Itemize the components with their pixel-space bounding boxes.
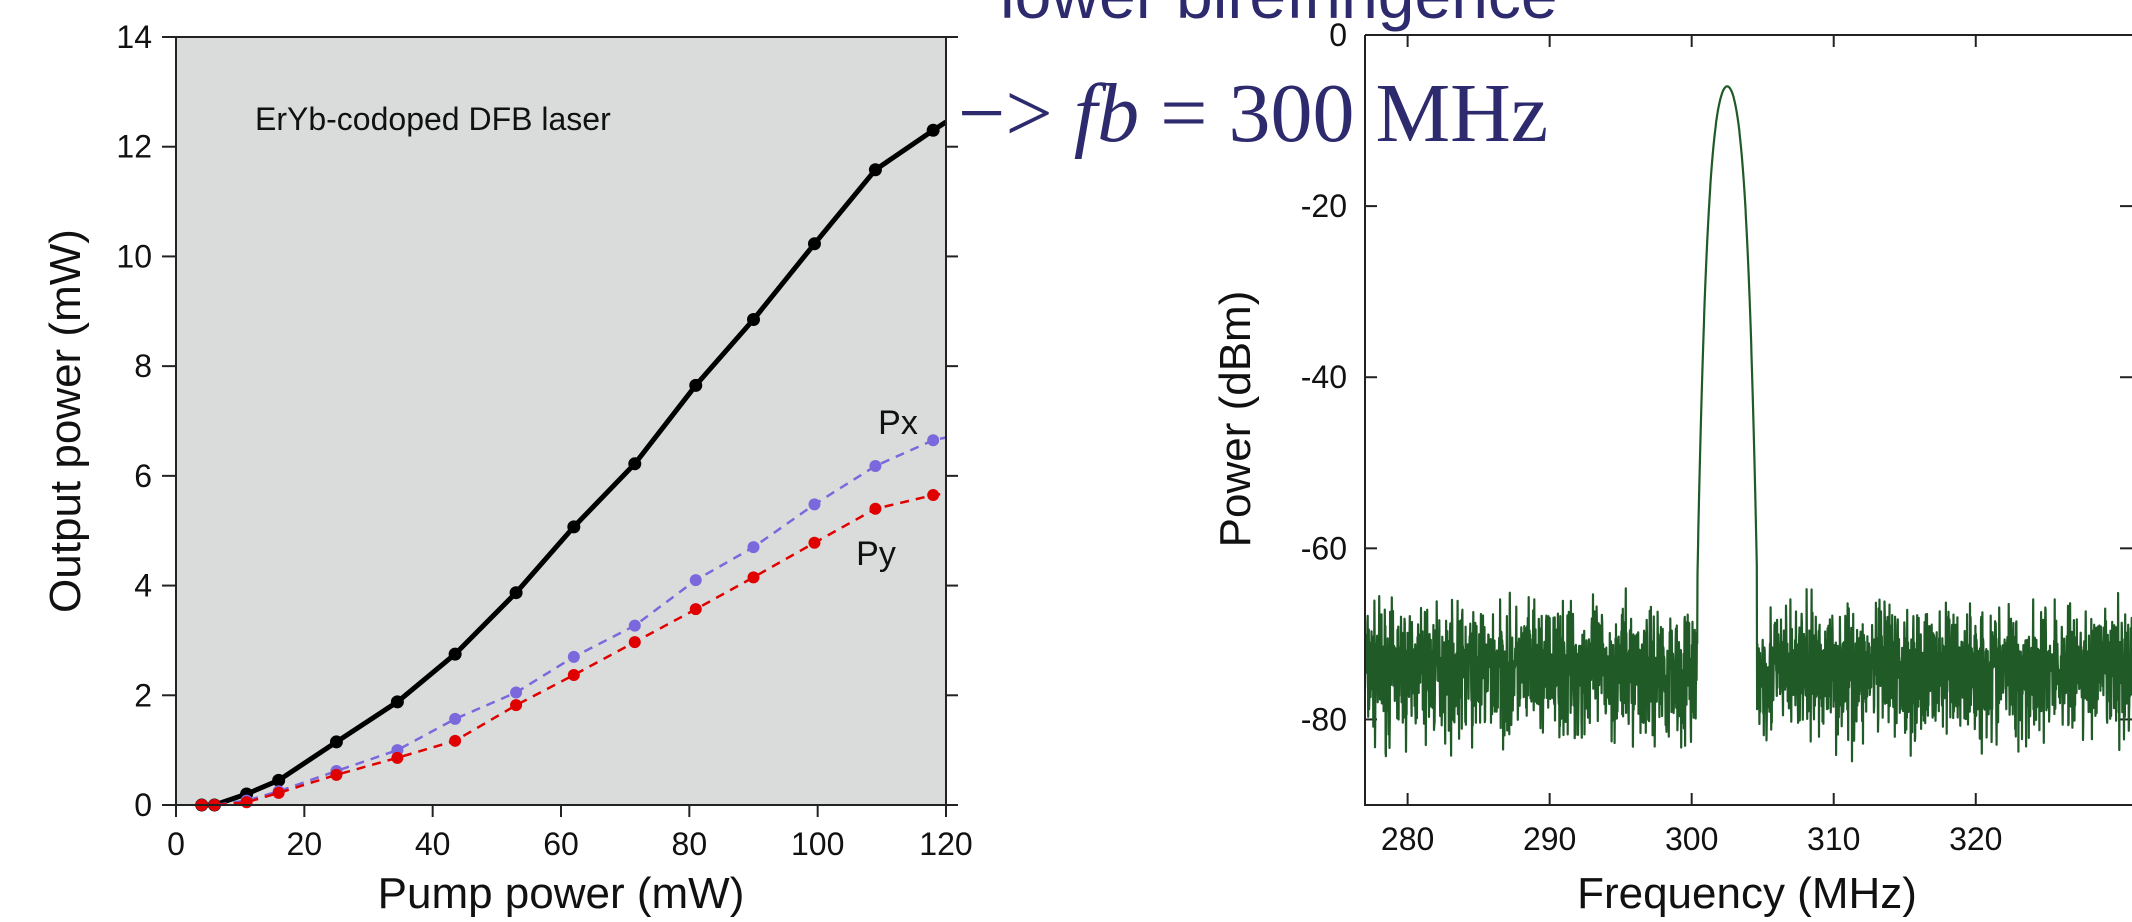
x-tick-label-right: 290 xyxy=(1523,821,1576,857)
plot-frame-right xyxy=(1364,34,2132,806)
arrow-glyph: −> xyxy=(958,67,1053,160)
y-tick-label-left: 0 xyxy=(134,787,152,823)
data-point xyxy=(449,712,462,725)
series-label-px: Px xyxy=(878,404,918,442)
spectrum-trace xyxy=(1365,85,2132,763)
x-tick-label-left: 0 xyxy=(167,826,185,862)
x-axis-label-left: Pump power (mW) xyxy=(378,869,745,917)
y-tick-label-left: 6 xyxy=(134,458,152,494)
data-point xyxy=(272,786,285,799)
data-point xyxy=(747,571,760,584)
x-tick-label-right: 310 xyxy=(1807,821,1860,857)
x-ticks-right: 280 290 300 310 320 xyxy=(1381,35,2002,857)
series-line-px xyxy=(201,436,947,807)
data-point xyxy=(689,378,703,392)
y-ticks-left: 0 2 4 6 8 10 12 14 xyxy=(116,19,958,823)
series-line-total xyxy=(201,119,948,808)
y-tick-label-left: 2 xyxy=(134,677,152,713)
data-point xyxy=(510,699,523,712)
series-line-py xyxy=(201,492,947,807)
plot-area-left xyxy=(176,37,946,805)
chart-annotation: ErYb-codoped DFB laser xyxy=(255,101,611,137)
data-point xyxy=(628,619,641,632)
fb-symbol: fb xyxy=(1073,67,1140,160)
x-tick-label-left: 20 xyxy=(287,826,323,862)
data-point xyxy=(869,502,882,515)
y-tick-label-left: 8 xyxy=(134,348,152,384)
data-point xyxy=(448,647,462,661)
plot-frame-left xyxy=(175,36,947,806)
fb-value: = 300 MHz xyxy=(1160,67,1549,160)
data-point xyxy=(449,734,462,747)
data-point xyxy=(689,574,702,587)
data-point xyxy=(329,735,343,749)
chart-output-vs-pump: 0 2 4 6 8 10 12 14 0 20 40 60 80 100 120 ErYb-codoped… xyxy=(41,19,973,918)
data-point xyxy=(628,457,642,471)
x-tick-label-right: 320 xyxy=(1949,821,2002,857)
y-tick-label-right: -80 xyxy=(1301,701,1347,737)
y-tick-label-right: -20 xyxy=(1301,188,1347,224)
beat-frequency-formula: −> fb = 300 MHz xyxy=(958,72,1548,156)
series-label-py: Py xyxy=(856,535,896,573)
x-tick-label-right: 300 xyxy=(1665,821,1718,857)
data-point xyxy=(747,541,760,554)
data-point xyxy=(567,650,580,663)
data-point xyxy=(272,773,286,787)
y-tick-label-left: 14 xyxy=(116,19,152,55)
data-point xyxy=(628,636,641,649)
x-tick-label-left: 80 xyxy=(672,826,708,862)
data-point xyxy=(689,603,702,616)
data-point xyxy=(868,163,882,177)
data-point xyxy=(747,313,760,327)
data-point xyxy=(808,536,821,549)
series-right xyxy=(1365,85,2132,763)
data-point xyxy=(927,489,940,502)
chart-beat-spectrum: 0 -20 -40 -60 -80 280 290 300 310 320 Frequency … xyxy=(1211,17,2132,918)
y-tick-label-left: 4 xyxy=(134,568,152,604)
y-ticks-right: 0 -20 -40 -60 -80 xyxy=(1301,17,2132,737)
slide-heading-fragment: lower birefringence xyxy=(1000,0,1900,28)
x-tick-label-left: 40 xyxy=(415,826,451,862)
x-axis-label-right: Frequency (MHz) xyxy=(1577,869,1917,917)
x-ticks-left: 0 20 40 60 80 100 120 xyxy=(167,805,973,862)
x-tick-label-right: 280 xyxy=(1381,821,1434,857)
y-tick-label-right: -40 xyxy=(1301,359,1347,395)
y-tick-label-right: 0 xyxy=(1329,17,1347,53)
y-axis-label-left: Output power (mW) xyxy=(41,229,90,613)
y-tick-label-left: 12 xyxy=(116,129,152,165)
data-point xyxy=(807,237,821,251)
data-point xyxy=(510,686,523,699)
y-tick-label-left: 10 xyxy=(116,238,152,274)
data-point xyxy=(240,796,253,809)
data-point xyxy=(391,751,404,764)
y-tick-label-right: -60 xyxy=(1301,530,1347,566)
data-point xyxy=(926,123,940,137)
data-point xyxy=(390,695,404,709)
x-tick-label-left: 120 xyxy=(919,826,972,862)
data-point xyxy=(869,459,882,472)
data-point xyxy=(509,586,523,600)
data-point xyxy=(567,520,581,534)
data-point xyxy=(330,768,343,781)
data-point xyxy=(808,498,821,511)
x-tick-label-left: 100 xyxy=(791,826,844,862)
data-point xyxy=(927,434,940,447)
data-point xyxy=(567,668,580,681)
y-axis-label-right: Power (dBm) xyxy=(1211,291,1260,548)
x-tick-label-left: 60 xyxy=(543,826,579,862)
